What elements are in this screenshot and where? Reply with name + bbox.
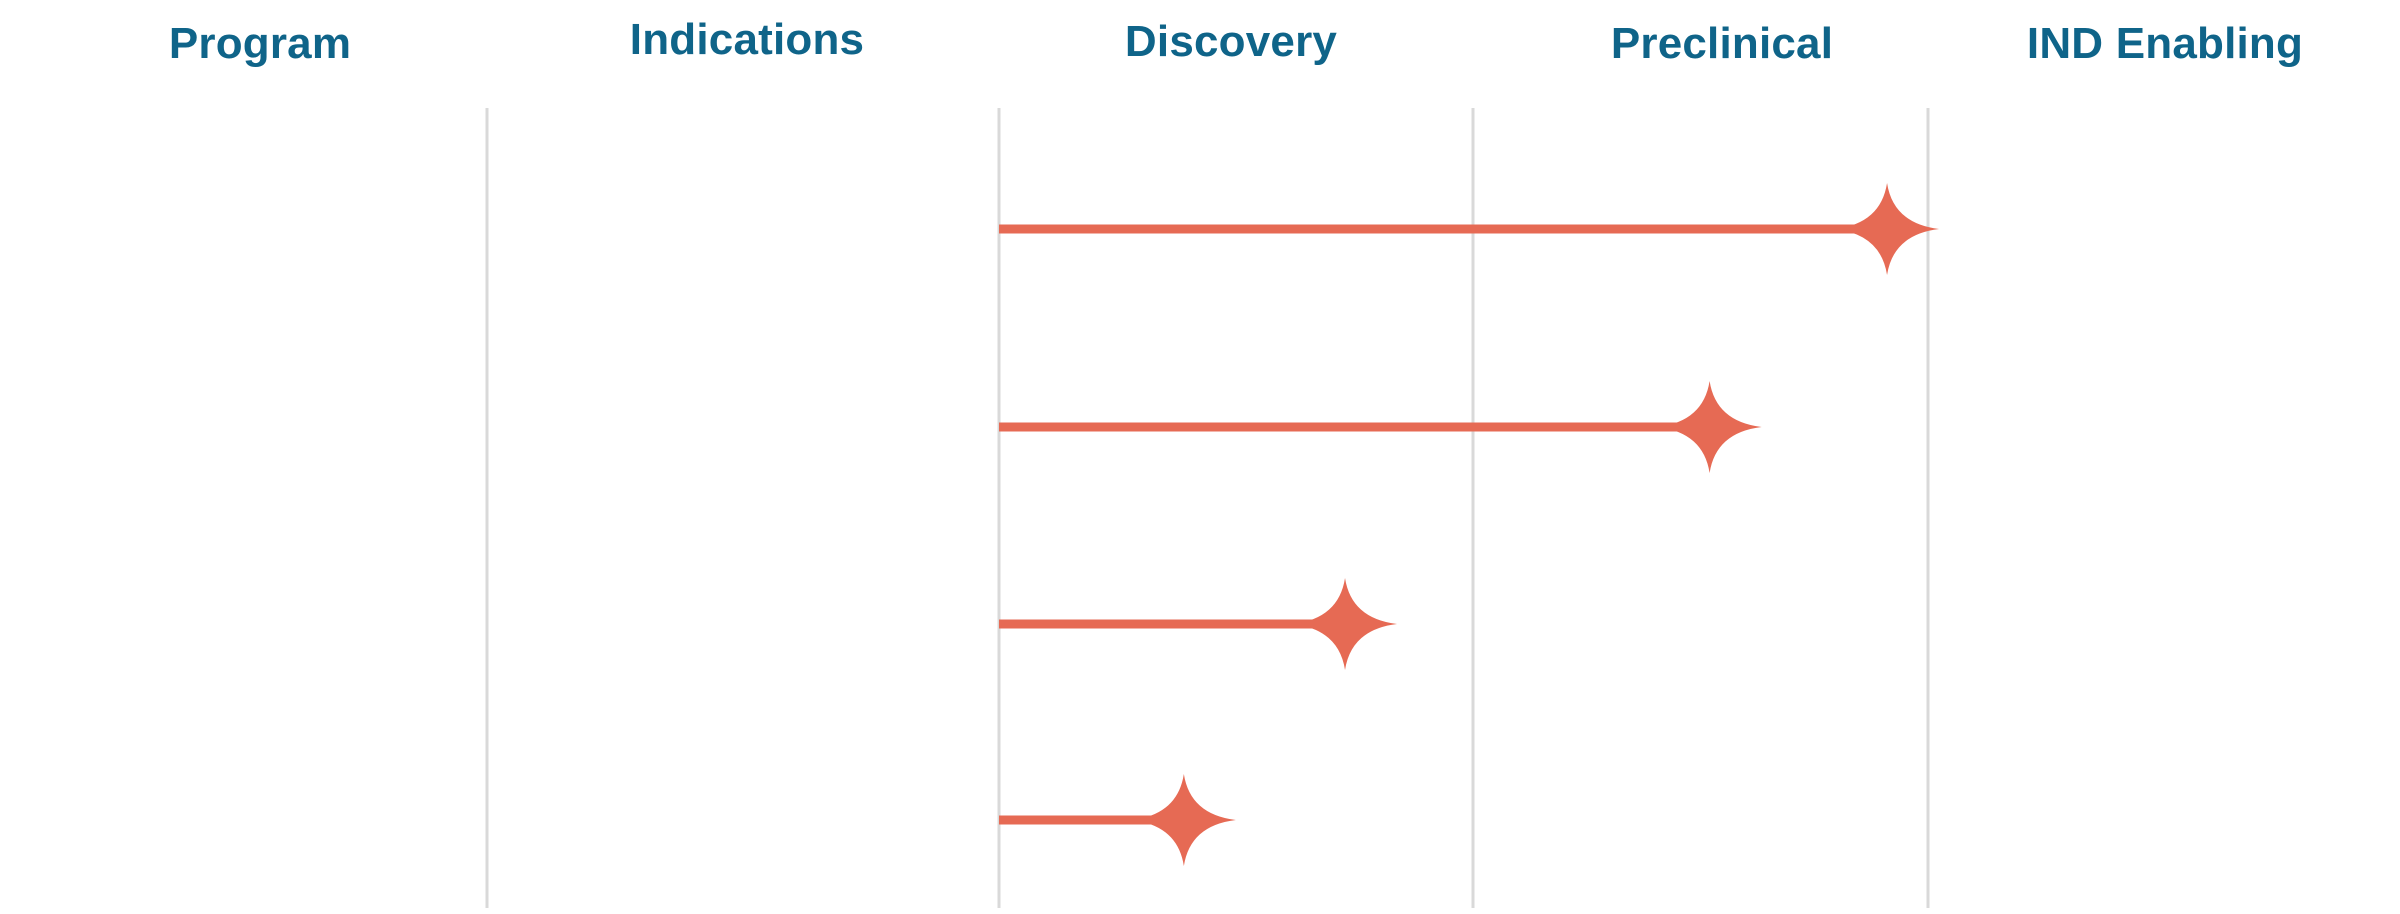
dividers (485, 108, 1930, 908)
progress-star-1 (1835, 183, 1940, 275)
header-discovery: Discovery (1124, 17, 1338, 66)
header-program: Program (168, 19, 352, 68)
progress-star-2 (1657, 381, 1762, 473)
header-ind-enabling: IND Enabling (2026, 19, 2304, 68)
header-preclinical: Preclinical (1610, 19, 1834, 68)
header-indications: Indications (629, 15, 865, 64)
progress-bars (999, 183, 1940, 866)
column-headers: Program Indications Discovery Preclinica… (0, 0, 2400, 110)
progress-star-4 (1131, 774, 1236, 866)
progress-star-3 (1293, 578, 1398, 670)
